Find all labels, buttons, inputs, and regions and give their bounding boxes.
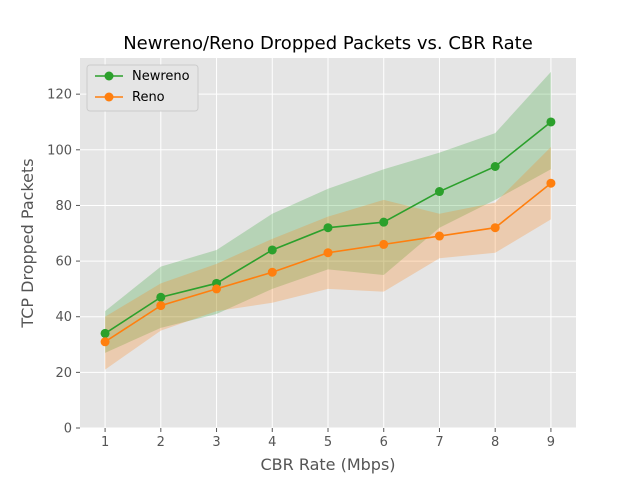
- legend-marker-newreno: [104, 71, 114, 81]
- x-tick-label: 7: [435, 435, 443, 450]
- x-tick-label: 1: [101, 435, 109, 450]
- y-tick-label: 100: [47, 143, 72, 158]
- point-reno: [434, 231, 444, 241]
- y-tick-label: 20: [55, 366, 72, 381]
- x-tick-label: 3: [212, 435, 220, 450]
- x-tick-label: 6: [380, 435, 388, 450]
- point-reno: [156, 301, 166, 311]
- point-reno: [267, 267, 277, 277]
- legend-label-newreno: Newreno: [132, 69, 190, 84]
- y-axis-label: TCP Dropped Packets: [18, 158, 37, 328]
- y-tick-label: 120: [47, 88, 72, 103]
- point-reno: [323, 248, 333, 258]
- y-tick-label: 0: [64, 422, 72, 437]
- legend: Newreno Reno: [86, 64, 199, 112]
- legend-marker-reno: [104, 92, 114, 102]
- point-newreno: [323, 223, 333, 233]
- x-tick-label: 9: [547, 435, 555, 450]
- x-tick-label: 5: [324, 435, 332, 450]
- y-axis-ticks: 0 20 40 60 80 100 120: [47, 88, 80, 437]
- band-reno: [105, 147, 551, 370]
- series-points: [100, 117, 556, 347]
- y-tick-label: 40: [55, 310, 72, 325]
- point-reno: [379, 239, 389, 249]
- legend-entry-newreno: Newreno: [95, 69, 190, 84]
- point-newreno: [267, 245, 277, 255]
- y-tick-label: 80: [55, 199, 72, 214]
- point-newreno: [379, 217, 389, 227]
- point-reno: [490, 223, 500, 233]
- legend-label-reno: Reno: [132, 90, 165, 105]
- x-tick-label: 2: [157, 435, 165, 450]
- y-tick-label: 60: [55, 255, 72, 270]
- legend-entry-reno: Reno: [95, 90, 165, 105]
- x-axis-ticks: 1 2 3 4 5 6 7 8 9: [101, 428, 555, 450]
- chart-title: Newreno/Reno Dropped Packets vs. CBR Rat…: [123, 33, 533, 54]
- point-newreno: [434, 187, 444, 197]
- point-newreno: [546, 117, 556, 127]
- x-axis-label: CBR Rate (Mbps): [260, 455, 395, 474]
- point-reno: [100, 337, 110, 347]
- point-newreno: [490, 161, 500, 171]
- point-reno: [546, 178, 556, 188]
- point-reno: [212, 284, 222, 294]
- point-newreno: [156, 292, 166, 302]
- point-newreno: [100, 328, 110, 338]
- x-tick-label: 8: [491, 435, 499, 450]
- x-tick-label: 4: [268, 435, 276, 450]
